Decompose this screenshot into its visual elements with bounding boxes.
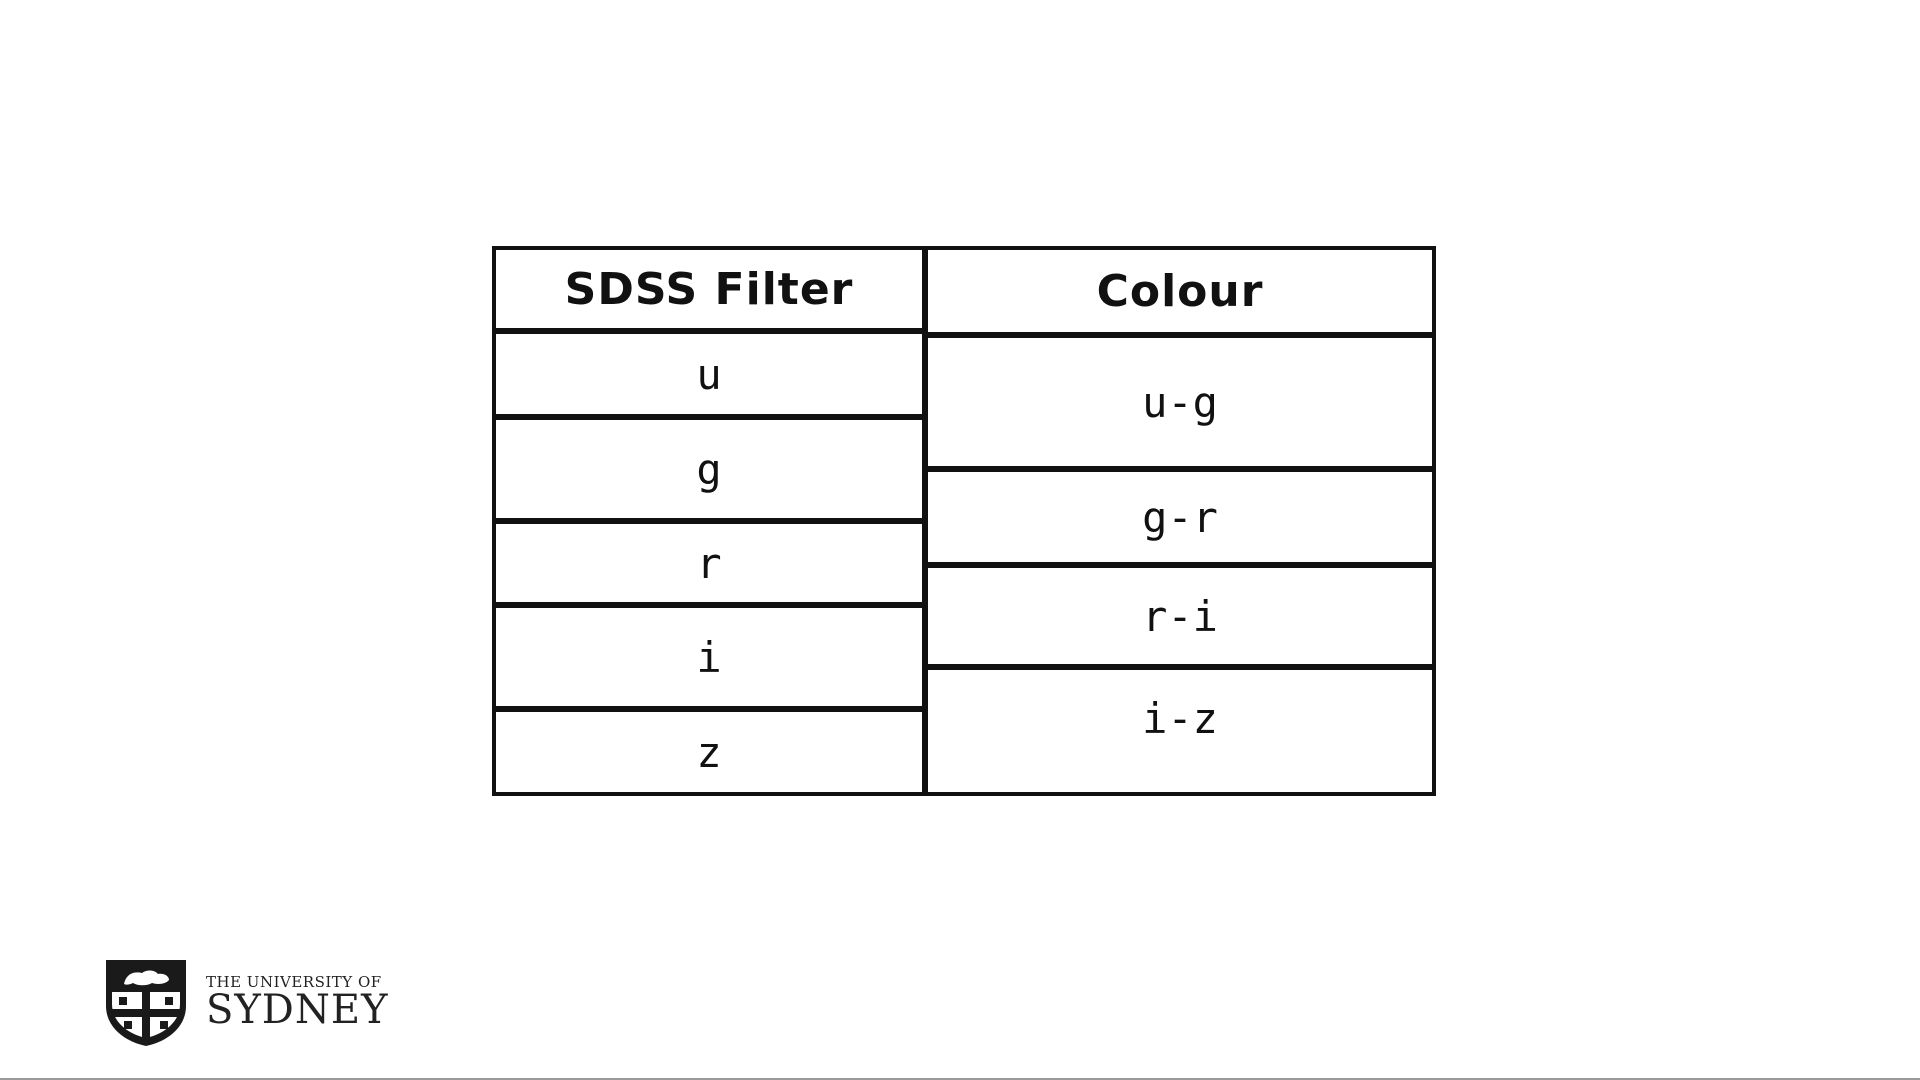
university-crest-icon <box>106 960 186 1046</box>
filter-cell-i: i <box>496 602 922 706</box>
colour-cell-g-r: g-r <box>928 466 1432 562</box>
colour-column: Colour u-g g-r r-i i-z <box>924 246 1436 796</box>
logo-title: SYDNEY <box>206 987 389 1033</box>
colour-cell-r-i: r-i <box>928 562 1432 664</box>
colour-header: Colour <box>1096 265 1264 317</box>
filter-cell-u: u <box>496 328 922 414</box>
colour-cell-i-z: i-z <box>928 664 1432 792</box>
bottom-divider <box>0 1078 1920 1080</box>
logo-wordmark: THE UNIVERSITY OF SYDNEY <box>206 974 388 1030</box>
filter-cell-g: g <box>496 414 922 518</box>
filter-cell-r: r <box>496 518 922 602</box>
filter-header: SDSS Filter <box>564 263 854 315</box>
filter-column: SDSS Filter u g r i z <box>492 246 926 796</box>
colour-cell-u-g: u-g <box>928 332 1432 466</box>
logo-subtitle: THE UNIVERSITY OF <box>206 973 382 991</box>
university-logo: THE UNIVERSITY OF SYDNEY <box>100 956 388 1048</box>
filter-cell-z: z <box>496 706 922 792</box>
